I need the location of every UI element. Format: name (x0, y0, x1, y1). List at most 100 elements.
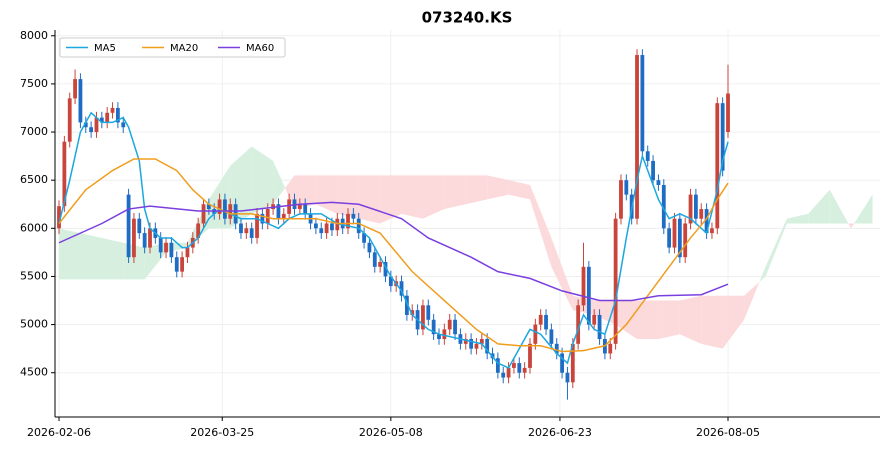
candle-body (442, 329, 447, 340)
x-tick-label: 2026-08-05 (696, 426, 760, 439)
cloud (722, 295, 745, 349)
candle-body (586, 266, 591, 325)
cloud (637, 300, 659, 340)
candle-body (319, 228, 324, 234)
legend-label: MA5 (94, 43, 116, 54)
candle-body (453, 319, 457, 335)
cloud (551, 237, 573, 311)
candle-body (115, 107, 120, 123)
candle-body (640, 55, 645, 152)
candle-body (560, 353, 564, 373)
cloud (848, 223, 852, 229)
candle-body (677, 218, 682, 258)
candle-body (137, 218, 142, 234)
candle-body (661, 184, 666, 229)
candle-body (335, 218, 340, 231)
cloud (786, 213, 809, 224)
candle-body (73, 79, 77, 99)
candle-body (624, 180, 629, 195)
y-tick-label: 8000 (20, 29, 48, 42)
cloud (358, 175, 381, 224)
x-tick-label: 2026-03-25 (190, 426, 254, 439)
candle-body (506, 367, 511, 378)
candle-body (683, 223, 688, 258)
cloud (422, 175, 445, 219)
candle-body (201, 204, 206, 224)
candle-body (148, 228, 152, 248)
candle-body (57, 206, 61, 229)
line (58, 111, 729, 369)
candle-body (255, 213, 259, 238)
candle-body (710, 228, 714, 234)
cloud (444, 175, 466, 210)
candle-body (619, 180, 623, 219)
candle-body (62, 141, 67, 207)
cloud (744, 281, 760, 320)
candle-body (667, 228, 672, 248)
candle-body (388, 276, 393, 287)
candle-body (512, 363, 516, 368)
candle-body (597, 314, 602, 340)
candle-body (126, 194, 131, 258)
candle-body (426, 305, 431, 320)
candle-body (715, 103, 720, 229)
candle-body (463, 339, 468, 344)
candle-body (608, 343, 613, 354)
candle-body (180, 257, 185, 272)
candle-body (83, 122, 88, 128)
cloud (851, 223, 855, 229)
candle-body (249, 228, 254, 238)
candle-body (158, 237, 163, 253)
cloud (285, 175, 295, 210)
cloud (337, 175, 359, 219)
candle-body (356, 218, 361, 234)
candle-body (399, 281, 404, 296)
candle-body (704, 209, 709, 234)
candle-body (688, 194, 693, 224)
cloud (854, 194, 873, 224)
cloud (273, 160, 286, 205)
candle-body (544, 314, 548, 330)
y-tick-label: 4500 (20, 366, 48, 379)
candle-body (410, 310, 415, 315)
candle-body (570, 343, 575, 383)
candle-body (351, 213, 356, 219)
candle-body (431, 319, 436, 335)
candle-body (260, 213, 265, 224)
candle-body (383, 262, 388, 277)
candle-body (576, 305, 581, 344)
candle-body (485, 339, 490, 354)
candle-body (501, 372, 506, 378)
y-tick-label: 6000 (20, 221, 48, 234)
legend-label: MA60 (246, 43, 274, 54)
line (58, 158, 729, 353)
candle-body (645, 151, 650, 161)
candle-body (314, 223, 318, 229)
candle-body (651, 160, 655, 181)
candle-body (720, 103, 725, 171)
candle-body (330, 223, 334, 231)
candle-body (495, 358, 500, 373)
candle-body (693, 194, 698, 219)
candle-body (89, 127, 94, 133)
candle-body (372, 252, 377, 267)
candle-body (142, 233, 147, 248)
chart-title: 073240.KS (422, 9, 513, 27)
candle-body (287, 199, 292, 214)
candle-body (522, 367, 527, 373)
candle-body (265, 209, 270, 224)
candle-body (281, 213, 286, 219)
candle-body (613, 218, 618, 344)
candle-body (99, 117, 104, 123)
candle-body (474, 343, 479, 349)
cloud (829, 189, 849, 224)
x-tick-label: 2026-02-06 (27, 426, 91, 439)
candle-body (635, 55, 639, 219)
candle-body (447, 319, 452, 330)
candle-body (164, 242, 168, 253)
y-tick-label: 5500 (20, 269, 48, 282)
candle-body (206, 204, 211, 210)
candle-body (437, 334, 441, 340)
candle-body (94, 117, 99, 133)
